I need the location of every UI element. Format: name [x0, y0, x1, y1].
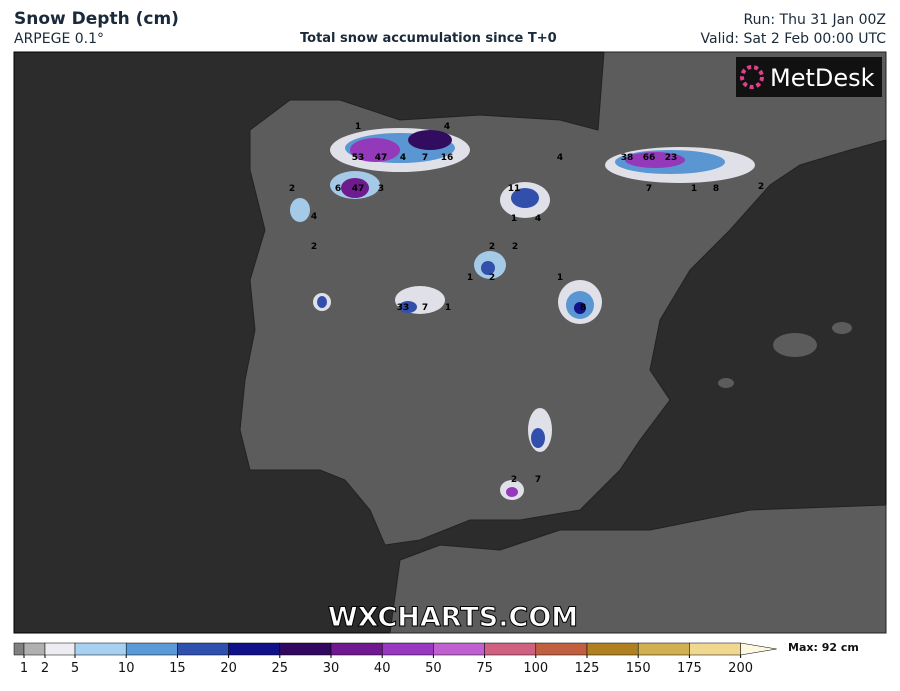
- logo-icon: [740, 65, 764, 89]
- island: [773, 333, 817, 357]
- legend-label: 75: [476, 661, 493, 676]
- map-label: 16: [441, 153, 454, 163]
- map-label: 8: [713, 184, 719, 194]
- map-label: 1: [557, 273, 563, 283]
- logo-box: [736, 57, 882, 97]
- map-label: 4: [400, 153, 406, 163]
- map-label: 7: [422, 153, 428, 163]
- map-label: 1: [467, 273, 473, 283]
- legend-swatch: [228, 642, 281, 656]
- map-label: 7: [646, 184, 652, 194]
- map-label: 1: [511, 214, 517, 224]
- map-label: 2: [489, 273, 495, 283]
- logo: MetDesk: [770, 64, 875, 92]
- map-label: 1: [691, 184, 697, 194]
- legend-label: 15: [169, 661, 186, 676]
- map-label: 66: [643, 153, 656, 163]
- map-label: 47: [352, 184, 365, 194]
- land: [389, 504, 887, 634]
- legend-swatch: [484, 642, 537, 656]
- legend-label: 175: [677, 661, 702, 676]
- legend-label: 40: [374, 661, 391, 676]
- legend-swatch: [13, 642, 25, 656]
- map-label: 33: [397, 303, 410, 313]
- legend-label: 10: [118, 661, 135, 676]
- legend-label: 20: [220, 661, 237, 676]
- legend-label: 25: [272, 661, 289, 676]
- map-label: 1: [445, 303, 451, 313]
- map-label: 4: [557, 153, 563, 163]
- legend-swatch: [535, 642, 588, 656]
- map-label: 23: [665, 153, 678, 163]
- legend-label: 125: [575, 661, 600, 676]
- map-label: 2: [511, 475, 517, 485]
- watermark: WXCHARTS.COM: [328, 602, 578, 633]
- map-label: 1: [355, 122, 361, 132]
- legend-swatch: [44, 642, 76, 656]
- map-label: 3: [378, 184, 384, 194]
- valid: Valid: Sat 2 Feb 00:00 UTC: [700, 31, 886, 47]
- legend-arrow: [740, 642, 777, 656]
- legend-swatch: [637, 642, 690, 656]
- legend-label: 2: [41, 661, 49, 676]
- map-label: 8: [580, 303, 586, 313]
- map-label: 11: [508, 184, 521, 194]
- map-label: 2: [489, 242, 495, 252]
- map-label: 2: [311, 242, 317, 252]
- legend-label: 1: [20, 661, 28, 676]
- legend-swatch: [381, 642, 434, 656]
- model: ARPEGE 0.1°: [14, 31, 105, 47]
- snow: [290, 128, 755, 500]
- map-label: 4: [311, 212, 317, 222]
- map-label: 47: [375, 153, 388, 163]
- legend-swatch: [177, 642, 229, 656]
- legend-label: 5: [71, 661, 79, 676]
- map-label: 7: [535, 475, 541, 485]
- map-label: 6: [335, 184, 341, 194]
- map-label: 53: [352, 153, 365, 163]
- legend-swatch: [23, 642, 46, 656]
- legend-max: Max: 92 cm: [788, 641, 859, 654]
- run: Run: Thu 31 Jan 00Z: [743, 12, 886, 28]
- legend-swatch: [586, 642, 639, 656]
- map-label: 4: [444, 122, 450, 132]
- map-label: 2: [758, 182, 764, 192]
- title: Snow Depth (cm): [14, 9, 179, 29]
- legend-label: 150: [626, 661, 651, 676]
- map-label: 4: [535, 214, 541, 224]
- legend-swatch: [74, 642, 127, 656]
- island: [832, 322, 852, 334]
- legend-swatch: [125, 642, 178, 656]
- legend-label: 30: [323, 661, 340, 676]
- legend-label: 50: [425, 661, 442, 676]
- legend-swatch: [330, 642, 383, 656]
- map-label: 38: [621, 153, 634, 163]
- map-label: 2: [512, 242, 518, 252]
- island: [718, 378, 734, 388]
- legend-swatch: [279, 642, 332, 656]
- legend-label: 200: [728, 661, 753, 676]
- map-label: 2: [289, 184, 295, 194]
- legend-swatch: [433, 642, 485, 656]
- subtitle: Total snow accumulation since T+0: [300, 31, 557, 46]
- map-label: 7: [422, 303, 428, 313]
- legend-label: 100: [523, 661, 548, 676]
- legend-swatch: [689, 642, 741, 656]
